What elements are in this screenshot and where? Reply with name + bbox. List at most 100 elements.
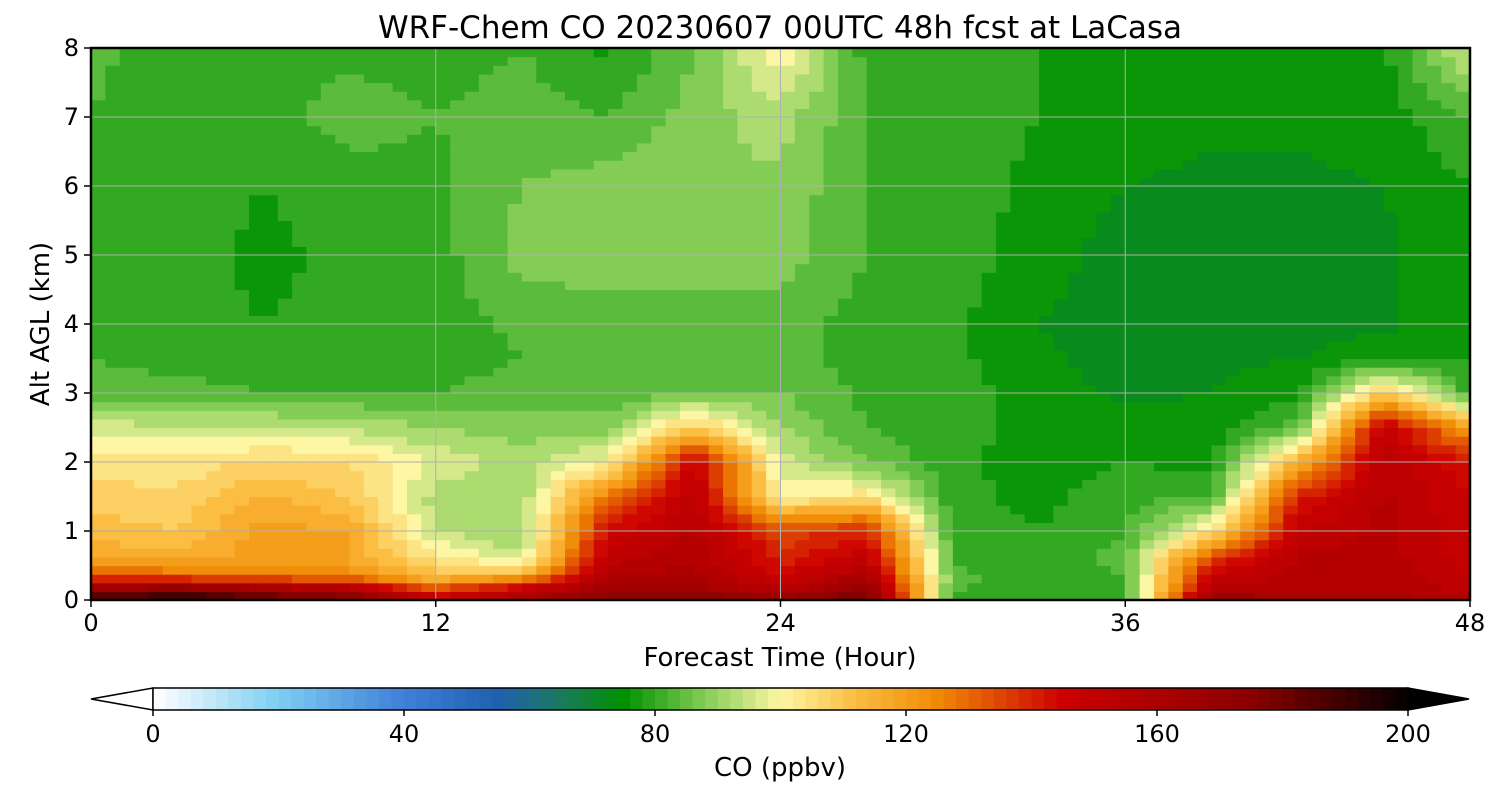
heatmap-cell xyxy=(292,565,308,575)
heatmap-cell xyxy=(1441,375,1457,385)
heatmap-cell xyxy=(464,289,480,299)
heatmap-cell xyxy=(550,246,566,256)
heatmap-cell xyxy=(636,522,652,532)
heatmap-cell xyxy=(1110,582,1126,592)
heatmap-cell xyxy=(766,358,782,368)
heatmap-cell xyxy=(292,186,308,196)
heatmap-cell xyxy=(277,393,293,403)
heatmap-cell xyxy=(593,462,609,472)
heatmap-cell xyxy=(521,487,537,498)
heatmap-cell xyxy=(723,556,738,567)
heatmap-cell xyxy=(464,229,480,239)
heatmap-cell xyxy=(91,246,106,256)
heatmap-cell xyxy=(1197,582,1213,592)
heatmap-cell xyxy=(378,168,394,178)
heatmap-cell xyxy=(464,591,480,600)
heatmap-cell xyxy=(205,410,221,420)
heatmap-cell xyxy=(981,306,997,316)
heatmap-cell xyxy=(1153,418,1169,429)
heatmap-cell xyxy=(392,272,408,282)
heatmap-cell xyxy=(737,522,753,532)
heatmap-cell xyxy=(220,470,236,480)
heatmap-cell xyxy=(234,591,250,600)
heatmap-cell xyxy=(1426,151,1442,161)
heatmap-cell xyxy=(421,160,437,170)
heatmap-cell xyxy=(1067,168,1083,178)
heatmap-cell xyxy=(679,462,695,472)
heatmap-cell xyxy=(234,237,250,247)
heatmap-cell xyxy=(1441,168,1457,178)
heatmap-cell xyxy=(1211,548,1227,558)
heatmap-cell xyxy=(1225,539,1241,549)
heatmap-cell xyxy=(1355,203,1371,213)
heatmap-cell xyxy=(981,160,997,170)
heatmap-cell xyxy=(263,548,279,558)
heatmap-cell xyxy=(995,220,1011,230)
heatmap-cell xyxy=(277,453,293,463)
heatmap-cell xyxy=(536,496,552,506)
heatmap-cell xyxy=(694,505,710,515)
heatmap-cell xyxy=(119,531,135,541)
heatmap-cell xyxy=(177,591,193,600)
heatmap-cell xyxy=(1383,427,1399,437)
heatmap-cell xyxy=(837,513,853,523)
heatmap-cell xyxy=(450,582,466,592)
heatmap-cell xyxy=(1182,470,1198,480)
heatmap-cell xyxy=(1139,220,1155,230)
heatmap-cell xyxy=(320,565,336,575)
heatmap-cell xyxy=(1297,324,1313,334)
heatmap-cell xyxy=(521,332,537,342)
heatmap-cell xyxy=(1197,289,1213,299)
heatmap-cell xyxy=(478,453,494,463)
heatmap-cell xyxy=(694,470,710,480)
heatmap-cell xyxy=(1211,470,1227,480)
heatmap-cell xyxy=(478,427,494,437)
heatmap-cell xyxy=(349,186,365,196)
heatmap-cell xyxy=(952,410,968,420)
heatmap-cell xyxy=(1369,186,1385,196)
heatmap-cell xyxy=(134,384,150,394)
heatmap-cell xyxy=(1240,272,1256,282)
heatmap-cell xyxy=(1268,324,1284,334)
heatmap-cell xyxy=(1168,582,1184,592)
heatmap-cell xyxy=(1355,384,1371,394)
heatmap-cell xyxy=(1182,375,1198,385)
heatmap-cell xyxy=(493,531,509,541)
heatmap-cell xyxy=(349,255,365,265)
heatmap-cell xyxy=(967,246,983,256)
heatmap-cell xyxy=(493,186,509,196)
heatmap-cell xyxy=(981,168,997,178)
heatmap-cell xyxy=(1283,513,1299,523)
heatmap-cell xyxy=(1010,280,1026,291)
heatmap-cell xyxy=(1039,237,1055,247)
heatmap-cell xyxy=(938,229,954,239)
heatmap-cell xyxy=(665,220,681,230)
heatmap-cell xyxy=(177,487,193,498)
heatmap-cell xyxy=(1455,177,1470,187)
heatmap-cell xyxy=(450,418,466,429)
heatmap-cell xyxy=(277,487,293,498)
heatmap-cell xyxy=(694,574,710,584)
heatmap-cell xyxy=(737,177,753,187)
heatmap-cell xyxy=(995,462,1011,472)
heatmap-cell xyxy=(421,513,437,523)
heatmap-cell xyxy=(119,168,135,178)
heatmap-cell xyxy=(780,315,796,325)
heatmap-cell xyxy=(162,375,178,385)
heatmap-cell xyxy=(234,211,250,222)
heatmap-cell xyxy=(952,574,968,584)
heatmap-cell xyxy=(1125,349,1141,360)
heatmap-cell xyxy=(881,505,897,515)
heatmap-cell xyxy=(249,444,264,454)
heatmap-cell xyxy=(205,427,221,437)
heatmap-cell xyxy=(1283,272,1299,282)
heatmap-cell xyxy=(134,470,150,480)
heatmap-cell xyxy=(1355,444,1371,454)
heatmap-cell xyxy=(1383,341,1399,351)
heatmap-cell xyxy=(1125,272,1141,282)
heatmap-cell xyxy=(708,358,724,368)
heatmap-cell xyxy=(1211,556,1227,567)
heatmap-cell xyxy=(177,358,193,368)
heatmap-cell xyxy=(1010,565,1026,575)
heatmap-cell xyxy=(837,418,853,429)
